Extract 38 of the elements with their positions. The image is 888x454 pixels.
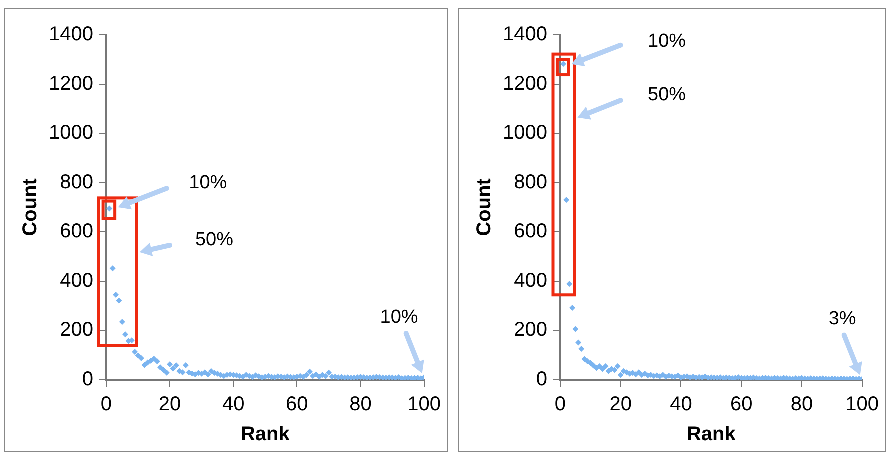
- y-tick-label: 1000: [502, 122, 548, 144]
- y-tick-label: 1200: [48, 72, 94, 95]
- y-tick-label: 400: [514, 270, 548, 292]
- annotation: 10%: [189, 172, 228, 194]
- y-tick-label: 600: [514, 220, 548, 243]
- x-tick-label: 40: [670, 394, 692, 416]
- annotation: 10%: [380, 306, 418, 328]
- x-tick-label: 0: [554, 394, 566, 416]
- y-tick-label: 1200: [502, 72, 548, 95]
- x-tick-label: 0: [100, 394, 112, 416]
- y-tick-label: 0: [536, 368, 548, 391]
- annotation: 50%: [648, 84, 686, 106]
- annotation: 3%: [828, 308, 856, 330]
- annotation: 10%: [648, 31, 686, 52]
- x-tick-label: 20: [610, 394, 632, 416]
- y-tick-label: 1400: [502, 24, 548, 46]
- y-tick-label: 600: [60, 220, 94, 243]
- y-tick-label: 800: [60, 171, 94, 194]
- x-tick-label: 20: [158, 394, 182, 416]
- y-tick-label: 800: [514, 171, 548, 194]
- x-tick-label: 100: [846, 394, 880, 416]
- annotation: 50%: [195, 230, 234, 251]
- y-tick-label: 200: [514, 319, 548, 342]
- y-tick-label: 1400: [48, 24, 94, 46]
- x-axis-title: Rank: [240, 424, 291, 446]
- x-tick-label: 40: [222, 394, 245, 416]
- x-tick-label: 60: [286, 394, 308, 416]
- x-tick-label: 100: [408, 394, 442, 416]
- y-axis-title: Count: [20, 178, 42, 236]
- y-tick-label: 400: [60, 270, 94, 292]
- y-axis-title: Count: [474, 178, 496, 236]
- x-tick-label: 80: [350, 394, 372, 416]
- x-tick-label: 80: [790, 394, 814, 416]
- y-tick-label: 0: [82, 368, 94, 391]
- y-tick-label: 200: [60, 319, 94, 342]
- x-axis-title: Rank: [686, 424, 737, 446]
- y-tick-label: 1000: [48, 122, 94, 144]
- x-tick-label: 60: [730, 394, 753, 416]
